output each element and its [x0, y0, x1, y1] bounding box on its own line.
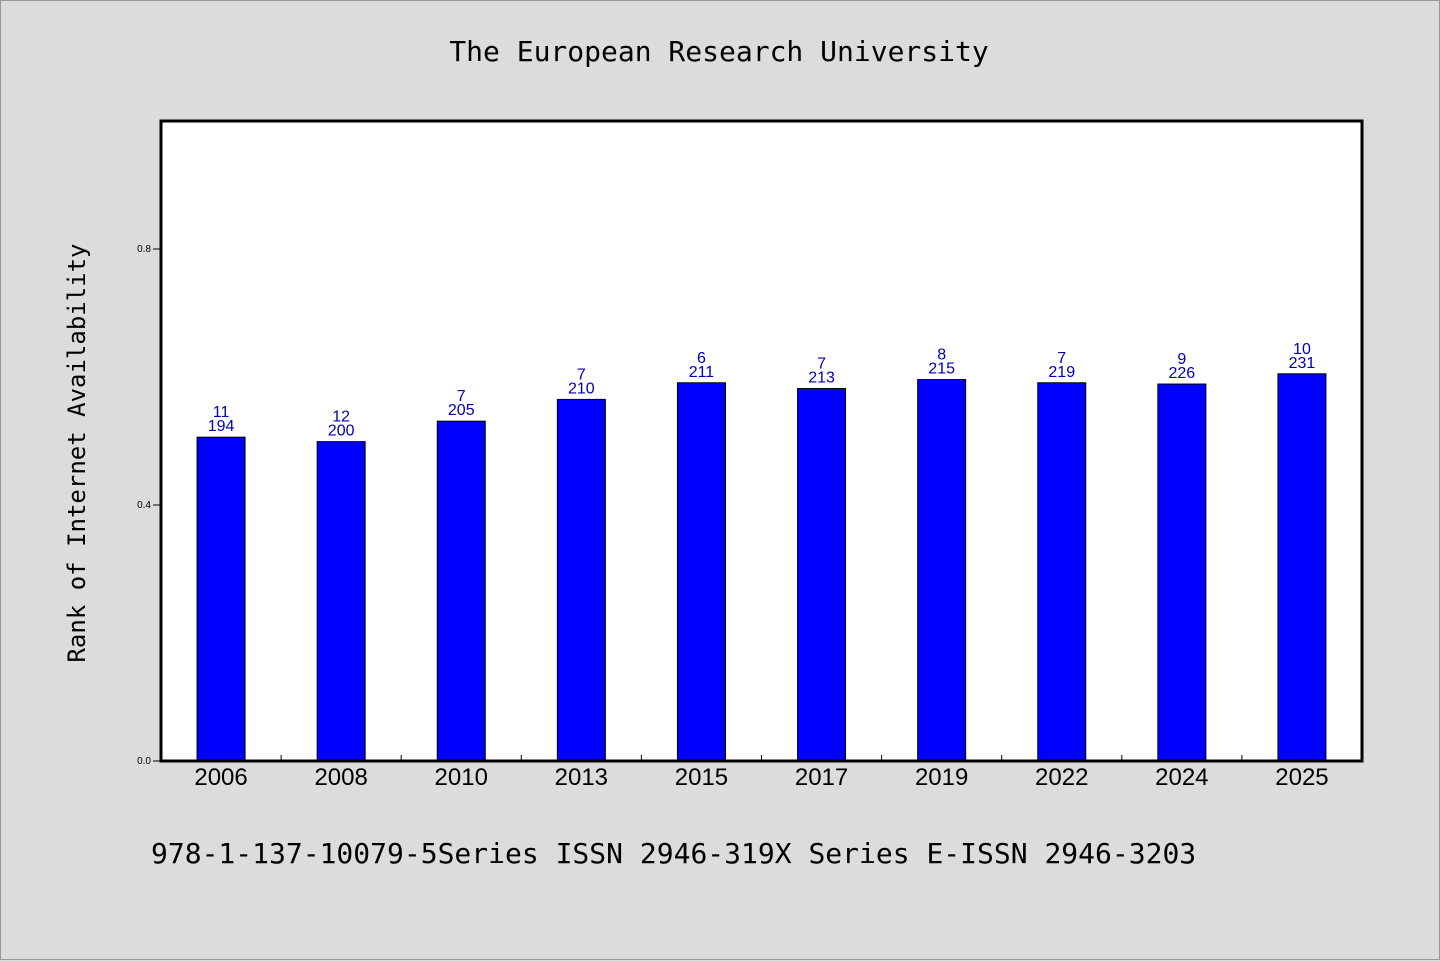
x-tick-label-2017: 2017	[795, 764, 848, 791]
x-tick-label-2024: 2024	[1155, 764, 1208, 791]
bar-data-label-2022-1: 7	[1057, 350, 1066, 367]
x-tick-label-2022: 2022	[1035, 764, 1088, 791]
bar-2008	[316, 441, 366, 762]
x-tick-label-2025: 2025	[1275, 764, 1328, 791]
bar-data-label-2017-1: 7	[817, 356, 826, 373]
bar-data-label-2006-2: 194	[208, 418, 235, 435]
x-tick-label-2006: 2006	[194, 764, 247, 791]
bar-data-label-2013-1: 7	[577, 366, 586, 383]
bar-data-label-2013-2: 210	[568, 380, 595, 397]
footer-isbn-issn: 978-1-137-10079-5Series ISSN 2946-319X S…	[151, 837, 1196, 870]
y-tick-label-0.8: 0.8	[137, 244, 151, 255]
x-tick-label-2013: 2013	[555, 764, 608, 791]
bar-2022	[1037, 382, 1087, 762]
bar-data-label-2025-1: 10	[1293, 341, 1311, 358]
plot-border	[159, 119, 1364, 763]
y-tick-label-0.0: 0.0	[137, 756, 151, 767]
bar-data-label-2017-2: 213	[808, 370, 835, 387]
bar-data-label-2008-2: 200	[328, 423, 355, 440]
x-tick-label-2019: 2019	[915, 764, 968, 791]
bar-2019	[917, 379, 967, 762]
x-tick-label-2015: 2015	[675, 764, 728, 791]
y-axis-label: Rank of Internet Availability	[63, 243, 91, 662]
bar-data-label-2008-1: 12	[332, 409, 350, 426]
bar-data-label-2024-2: 226	[1168, 365, 1195, 382]
bar-data-label-2015-1: 6	[697, 350, 706, 367]
labels-layer: 2006111942008122002010720520137210201562…	[137, 244, 1329, 791]
bar-2013	[556, 398, 606, 762]
bar-data-label-2010-2: 205	[448, 402, 475, 419]
bar-data-label-2015-2: 211	[689, 364, 715, 381]
bar-data-label-2019-2: 215	[928, 361, 955, 378]
bar-data-label-2024-1: 9	[1177, 351, 1186, 368]
bar-2024	[1157, 383, 1207, 762]
bar-2015	[676, 382, 726, 762]
bar-data-label-2019-1: 8	[937, 347, 946, 364]
chart-title: The European Research University	[449, 35, 988, 68]
bar-2010	[436, 420, 486, 762]
bar-2017	[797, 388, 847, 762]
bars-layer	[196, 373, 1327, 762]
bar-data-label-2010-1: 7	[457, 388, 466, 405]
bar-2006	[196, 436, 246, 762]
bar-2025	[1277, 373, 1327, 762]
bar-data-label-2025-2: 231	[1289, 355, 1316, 372]
x-tick-label-2010: 2010	[435, 764, 488, 791]
x-tick-label-2008: 2008	[314, 764, 367, 791]
bar-data-label-2022-2: 219	[1048, 364, 1075, 381]
bar-data-label-2006-1: 11	[213, 404, 230, 421]
y-tick-label-0.4: 0.4	[137, 500, 151, 511]
